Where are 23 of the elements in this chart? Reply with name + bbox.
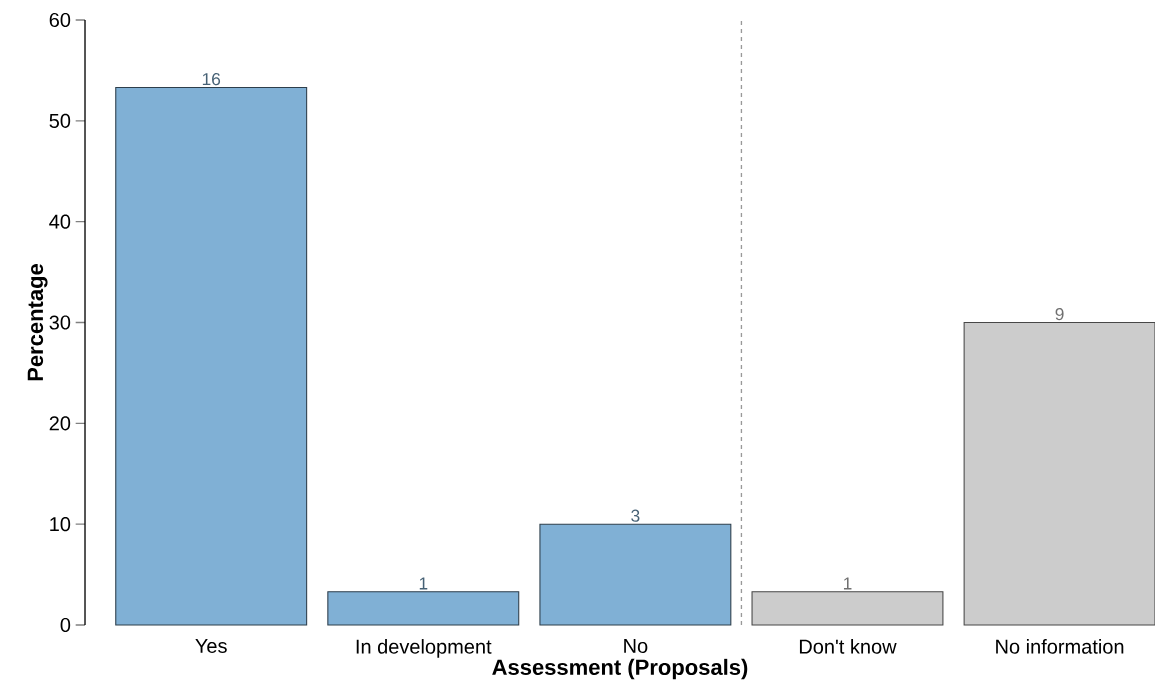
x-tick-label: No [624,639,648,653]
annotation: 1 [419,577,428,590]
y-tick-label: 10 [50,517,71,532]
x-tick-label: In development [356,639,492,658]
y-tick-label: 60 [49,12,71,28]
x-tick-label: Yes [195,639,227,653]
y-axis-title: Percentage [27,263,48,381]
y-tick-label: 40 [49,214,71,229]
bar [327,591,520,626]
annotation: 16 [202,72,221,86]
bar [539,523,732,626]
y-tick-label: 0 [60,617,71,633]
bar [115,87,308,626]
annotation: 9 [1055,307,1064,321]
annotation: 1 [843,577,852,590]
x-tick-label: Don't know [799,639,897,654]
y-tick-label: 30 [49,315,71,330]
annotation: 3 [631,509,640,522]
bar [751,591,944,626]
x-axis-title: Assessment (Proposals) [492,658,748,680]
y-tick-label: 20 [49,416,71,431]
y-tick-label: 50 [49,113,71,128]
x-tick-label: No information [996,639,1124,654]
